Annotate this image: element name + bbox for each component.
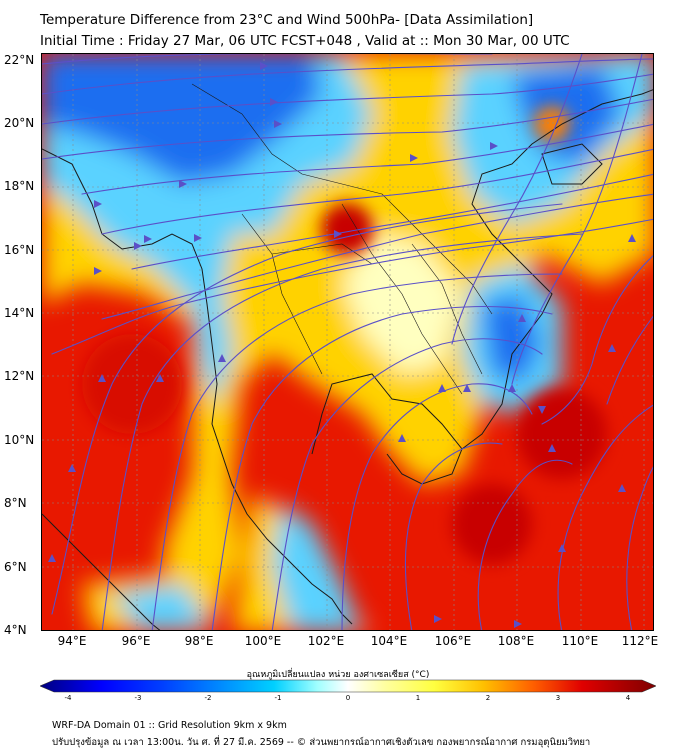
lat-label-6n: 6°N (4, 560, 27, 574)
hot-spot-bay (82, 334, 182, 434)
colorbar-tick: -3 (135, 694, 142, 702)
hot-spot-northeast (534, 106, 570, 142)
lon-label-110e: 110°E (562, 634, 599, 648)
title-line-1: Temperature Difference from 23°C and Win… (40, 10, 570, 31)
lat-label-22n: 22°N (4, 53, 34, 67)
colorbar-tick: 3 (556, 694, 560, 702)
lat-label-16n: 16°N (4, 243, 34, 257)
lon-label-106e: 106°E (435, 634, 472, 648)
colorbar-tick: -2 (205, 694, 212, 702)
chart-title: Temperature Difference from 23°C and Win… (40, 10, 570, 52)
lat-label-20n: 20°N (4, 116, 34, 130)
lat-label-4n: 4°N (4, 623, 27, 637)
lon-label-102e: 102°E (308, 634, 345, 648)
map-panel (41, 53, 654, 631)
title-line-2: Initial Time : Friday 27 Mar, 06 UTC FCS… (40, 31, 570, 52)
lat-label-8n: 8°N (4, 496, 27, 510)
lon-label-108e: 108°E (498, 634, 535, 648)
colorbar (40, 679, 656, 693)
hot-spot-southeast (452, 484, 532, 564)
colorbar-tick: 0 (346, 694, 350, 702)
lon-label-98e: 98°E (185, 634, 214, 648)
colorbar-tick: -4 (65, 694, 72, 702)
colorbar-tick: -1 (275, 694, 282, 702)
lon-label-112e: 112°E (622, 634, 659, 648)
hot-spot-east (517, 389, 607, 479)
lon-label-96e: 96°E (122, 634, 151, 648)
colorbar-ramp (40, 680, 656, 692)
lat-label-18n: 18°N (4, 179, 34, 193)
footer-line-1: WRF-DA Domain 01 :: Grid Resolution 9km … (52, 720, 287, 731)
colorbar-tick: 2 (486, 694, 490, 702)
lat-label-12n: 12°N (4, 369, 34, 383)
footer-line-2: ปรับปรุงข้อมูล ณ เวลา 13:00น. วัน ศ. ที่… (52, 735, 590, 750)
lon-label-94e: 94°E (58, 634, 87, 648)
lon-label-104e: 104°E (371, 634, 408, 648)
colorbar-tick: 4 (626, 694, 630, 702)
colorbar-tick: 1 (416, 694, 420, 702)
lat-label-10n: 10°N (4, 433, 34, 447)
temperature-map (42, 54, 654, 631)
lat-label-14n: 14°N (4, 306, 34, 320)
lon-label-100e: 100°E (245, 634, 282, 648)
